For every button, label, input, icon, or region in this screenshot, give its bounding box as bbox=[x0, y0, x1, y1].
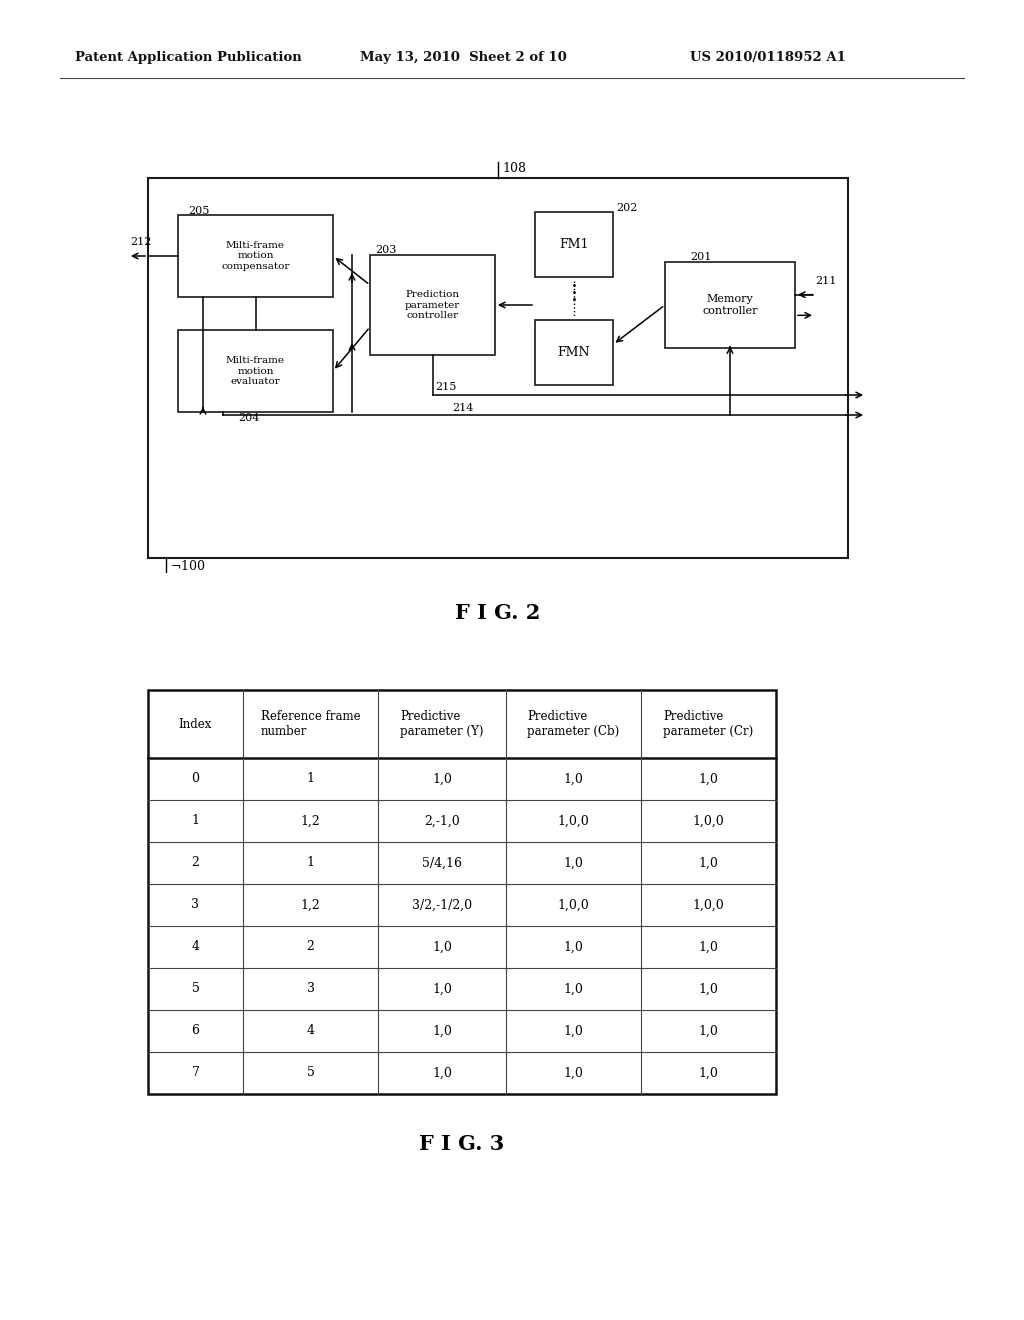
Text: 7: 7 bbox=[191, 1067, 200, 1080]
Text: 4: 4 bbox=[191, 940, 200, 953]
Text: 205: 205 bbox=[188, 206, 209, 216]
Bar bbox=[148, 178, 848, 558]
Bar bbox=[535, 213, 613, 277]
Text: 1,0,0: 1,0,0 bbox=[558, 899, 590, 912]
Text: 1: 1 bbox=[306, 772, 314, 785]
Text: FM1: FM1 bbox=[559, 238, 589, 251]
Text: 1,0: 1,0 bbox=[432, 1024, 452, 1038]
Text: 1,0: 1,0 bbox=[432, 982, 452, 995]
Text: 0: 0 bbox=[191, 772, 200, 785]
Text: 6: 6 bbox=[191, 1024, 200, 1038]
Bar bbox=[665, 261, 795, 348]
Bar bbox=[148, 690, 776, 1094]
Text: Predictive
parameter (Cr): Predictive parameter (Cr) bbox=[664, 710, 754, 738]
Text: 1,0: 1,0 bbox=[698, 982, 719, 995]
Text: 211: 211 bbox=[815, 276, 837, 285]
Text: Patent Application Publication: Patent Application Publication bbox=[75, 51, 302, 65]
Text: 1,0,0: 1,0,0 bbox=[558, 814, 590, 828]
Text: $\mathsf{\neg}$100: $\mathsf{\neg}$100 bbox=[170, 558, 206, 573]
Text: Milti-frame
motion
compensator: Milti-frame motion compensator bbox=[221, 242, 290, 271]
Bar bbox=[370, 255, 495, 355]
Text: Milti-frame
motion
evaluator: Milti-frame motion evaluator bbox=[226, 356, 285, 385]
Text: 3: 3 bbox=[191, 899, 200, 912]
Text: 1,0: 1,0 bbox=[698, 772, 719, 785]
Text: 1,0: 1,0 bbox=[432, 772, 452, 785]
Text: F I G. 2: F I G. 2 bbox=[456, 603, 541, 623]
Text: 204: 204 bbox=[238, 413, 259, 422]
Text: 203: 203 bbox=[375, 246, 396, 255]
Text: Prediction
parameter
controller: Prediction parameter controller bbox=[404, 290, 460, 319]
Text: 3: 3 bbox=[306, 982, 314, 995]
Bar bbox=[178, 215, 333, 297]
Bar bbox=[178, 330, 333, 412]
Text: F I G. 3: F I G. 3 bbox=[420, 1134, 505, 1154]
Text: 1,0: 1,0 bbox=[563, 857, 584, 870]
Text: 2: 2 bbox=[191, 857, 200, 870]
Text: 2,-1,0: 2,-1,0 bbox=[424, 814, 460, 828]
Text: 1,0,0: 1,0,0 bbox=[692, 899, 724, 912]
Text: 1,0: 1,0 bbox=[432, 1067, 452, 1080]
Text: 202: 202 bbox=[616, 203, 637, 213]
Text: 1,0: 1,0 bbox=[698, 940, 719, 953]
Text: 1,0: 1,0 bbox=[698, 1024, 719, 1038]
Text: Predictive
parameter (Y): Predictive parameter (Y) bbox=[400, 710, 483, 738]
Text: 215: 215 bbox=[435, 381, 457, 392]
Text: Reference frame
number: Reference frame number bbox=[261, 710, 360, 738]
Text: 214: 214 bbox=[453, 403, 474, 413]
Text: 1,0: 1,0 bbox=[698, 857, 719, 870]
Text: 1,0: 1,0 bbox=[563, 772, 584, 785]
Text: 1,0: 1,0 bbox=[432, 940, 452, 953]
Text: 5: 5 bbox=[306, 1067, 314, 1080]
Text: 1,0: 1,0 bbox=[563, 1067, 584, 1080]
Text: Index: Index bbox=[179, 718, 212, 730]
Text: 1,0: 1,0 bbox=[698, 1067, 719, 1080]
Text: 1,0,0: 1,0,0 bbox=[692, 814, 724, 828]
Text: 1: 1 bbox=[306, 857, 314, 870]
Text: 201: 201 bbox=[690, 252, 712, 261]
Text: Memory
controller: Memory controller bbox=[702, 294, 758, 315]
Text: May 13, 2010  Sheet 2 of 10: May 13, 2010 Sheet 2 of 10 bbox=[360, 51, 566, 65]
Text: 1,0: 1,0 bbox=[563, 982, 584, 995]
Text: FMN: FMN bbox=[558, 346, 590, 359]
Text: 1,0: 1,0 bbox=[563, 1024, 584, 1038]
Text: 1,2: 1,2 bbox=[301, 814, 321, 828]
Text: 212: 212 bbox=[130, 238, 152, 247]
Text: Predictive
parameter (Cb): Predictive parameter (Cb) bbox=[527, 710, 620, 738]
Text: 5: 5 bbox=[191, 982, 200, 995]
Text: 5/4,16: 5/4,16 bbox=[422, 857, 462, 870]
Bar bbox=[535, 319, 613, 385]
Text: 3/2,-1/2,0: 3/2,-1/2,0 bbox=[412, 899, 472, 912]
Text: 1,0: 1,0 bbox=[563, 940, 584, 953]
Text: 108: 108 bbox=[502, 161, 526, 174]
Text: 4: 4 bbox=[306, 1024, 314, 1038]
Text: 1,2: 1,2 bbox=[301, 899, 321, 912]
Text: 2: 2 bbox=[306, 940, 314, 953]
Text: 1: 1 bbox=[191, 814, 200, 828]
Text: US 2010/0118952 A1: US 2010/0118952 A1 bbox=[690, 51, 846, 65]
